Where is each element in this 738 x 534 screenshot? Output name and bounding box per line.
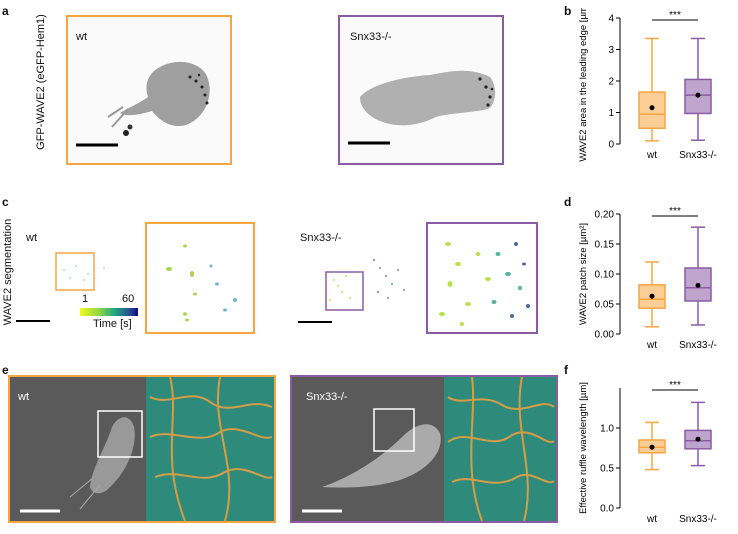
segmentation-zoom-ko bbox=[426, 222, 538, 334]
y-tick-label: 0.0 bbox=[600, 504, 614, 515]
panel-label-f: f bbox=[564, 363, 568, 377]
y-tick-label: 0 bbox=[608, 140, 614, 151]
box bbox=[684, 78, 712, 115]
micrograph-a-wt: wt bbox=[66, 15, 232, 165]
x-tick-label: Snx33-/- bbox=[679, 340, 717, 351]
y-tick-label: 0.5 bbox=[600, 464, 614, 475]
label-ko-c: Snx33-/- bbox=[300, 232, 342, 244]
sem-image-ko: Snx33-/- bbox=[290, 375, 558, 523]
y-tick-label: 0.10 bbox=[595, 270, 615, 281]
sem-image-wt: wt bbox=[8, 375, 276, 523]
segmentation-zoom-wt bbox=[145, 222, 255, 334]
panel-label-e: e bbox=[2, 363, 9, 377]
x-tick-label: wt bbox=[646, 340, 657, 351]
y-tick-label: 1.0 bbox=[600, 424, 614, 435]
panel-label-b: b bbox=[564, 4, 572, 18]
x-tick-label: Snx33-/- bbox=[679, 150, 717, 161]
micrograph-a-ko: Snx33-/- bbox=[338, 15, 504, 165]
mean-dot bbox=[695, 92, 701, 98]
significance-label: *** bbox=[669, 206, 681, 217]
segmentation-overview-ko bbox=[298, 259, 405, 323]
x-tick-label: Snx33-/- bbox=[679, 514, 717, 525]
x-tick-label: wt bbox=[646, 150, 657, 161]
label-wt-c: wt bbox=[26, 232, 37, 244]
label-wt-a: wt bbox=[76, 31, 87, 43]
y-axis-label: WAVE2 area in the leading edge [µm²] bbox=[578, 8, 589, 162]
label-ko-a: Snx33-/- bbox=[350, 31, 392, 43]
sem-cell-wt bbox=[20, 376, 274, 522]
sem-cell-ko bbox=[302, 376, 556, 522]
panel-a-ylabel: GFP-WAVE2 (eGFP-Hem1) bbox=[35, 14, 47, 150]
y-tick-label: 0.15 bbox=[595, 240, 615, 251]
significance-label: *** bbox=[669, 10, 681, 21]
mean-dot bbox=[695, 282, 701, 288]
y-tick-label: 2 bbox=[608, 77, 614, 88]
label-wt-e: wt bbox=[18, 391, 29, 403]
segmentation-patches-ko bbox=[439, 242, 530, 326]
y-tick-label: 1 bbox=[608, 108, 614, 119]
mean-dot bbox=[649, 105, 655, 111]
significance-label: *** bbox=[669, 380, 681, 391]
y-tick-label: 3 bbox=[608, 45, 614, 56]
segmentation-patches-wt bbox=[166, 244, 237, 322]
boxplot-f: 0.0 0.5 1.0 Effective ruffle wavelength [µm… bbox=[578, 380, 717, 525]
y-tick-label: 0.00 bbox=[595, 330, 615, 341]
panel-label-d: d bbox=[564, 195, 572, 209]
y-axis-label: WAVE2 patch size [µm²] bbox=[578, 223, 589, 325]
panel-label-a: a bbox=[2, 4, 9, 18]
mean-dot bbox=[649, 293, 655, 299]
box bbox=[638, 91, 666, 129]
cell-image-ko bbox=[348, 70, 496, 145]
y-axis-label: Effective ruffle wavelength [µm] bbox=[578, 382, 589, 514]
mean-dot bbox=[695, 436, 701, 442]
colorbar-max: 60 bbox=[122, 293, 135, 305]
y-tick-label: 0.05 bbox=[595, 300, 615, 311]
colorbar bbox=[80, 308, 138, 316]
cell-image-wt bbox=[76, 61, 210, 147]
panel-label-c: c bbox=[2, 195, 9, 209]
boxplot-b: 0 1 2 3 4 WAVE2 area in the leading edge [µm²… bbox=[578, 8, 717, 162]
boxplot-d: 0.00 0.05 0.10 0.15 0.20 WAVE2 patch size [µm… bbox=[578, 206, 717, 351]
colorbar-min: 1 bbox=[82, 293, 89, 305]
y-tick-label: 0.20 bbox=[595, 210, 615, 221]
y-tick-label: 4 bbox=[608, 14, 614, 25]
label-ko-e: Snx33-/- bbox=[306, 391, 348, 403]
x-tick-label: wt bbox=[646, 514, 657, 525]
mean-dot bbox=[649, 444, 655, 450]
segmentation-overview-wt bbox=[16, 252, 105, 322]
colorbar-label: Time [s] bbox=[93, 318, 132, 330]
panel-c-ylabel: WAVE2 segmentation bbox=[2, 218, 14, 326]
